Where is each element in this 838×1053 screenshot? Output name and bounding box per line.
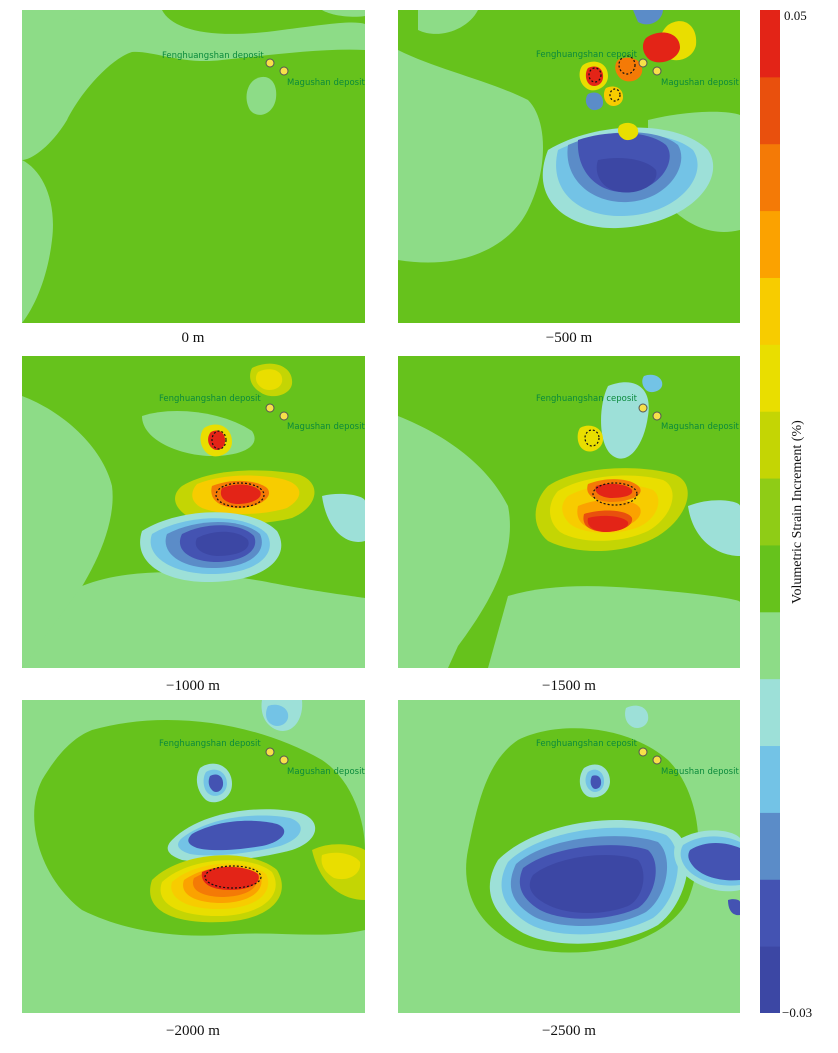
colorbar-segment: [760, 478, 780, 546]
colorbar: [760, 10, 780, 1013]
deposit-label-fenghuangshan: Fenghuangshan ceposit: [536, 394, 638, 404]
colorbar-segment: [760, 143, 780, 212]
panel-caption: −1000 m: [166, 678, 220, 694]
colorbar-segment: [760, 210, 780, 278]
colorbar-title: Volumetric Strain Increment (%): [790, 420, 805, 604]
colorbar-max-label: 0.05: [784, 8, 807, 23]
deposit-label-fenghuangshan: Fenghuangshan deposit: [159, 394, 261, 404]
deposit-label-magushan: Magushan deposit: [287, 78, 365, 88]
strain-map-1500m: Fenghuangshan ceposit Magushan deposit: [398, 356, 740, 668]
deposit-label-fenghuangshan: Fenghuangshan deposit: [159, 739, 261, 749]
panel-caption: 0 m: [181, 330, 205, 346]
colorbar-segment: [760, 745, 780, 813]
colorbar-segment: [760, 10, 780, 78]
strain-map-0m: Fenghuangshan deposit Magushan deposit: [22, 10, 365, 323]
colorbar-segment: [760, 812, 780, 880]
strain-map-500m: Fenghuangshan ceposit Magushan deposit: [398, 10, 740, 323]
panel-caption: −2500 m: [542, 1023, 596, 1039]
colorbar-segment: [760, 678, 780, 747]
strain-map-2000m: Fenghuangshan deposit Magushan deposit: [22, 700, 365, 1013]
deposit-label-fenghuangshan: Fenghuangshan ceposit: [536, 739, 638, 749]
deposit-label-magushan: Magushan deposit: [287, 422, 365, 432]
panel-caption: −2000 m: [166, 1023, 220, 1039]
panel-caption: −1500 m: [542, 678, 596, 694]
colorbar-segment: [760, 411, 780, 479]
colorbar-segment: [760, 544, 780, 613]
colorbar-segment: [760, 946, 780, 1013]
deposit-label-magushan: Magushan deposit: [661, 78, 739, 88]
colorbar-segment: [760, 611, 780, 680]
colorbar-segment: [760, 879, 780, 947]
deposit-label-fenghuangshan: Fenghuangshan deposit: [162, 51, 264, 61]
deposit-label-magushan: Magushan deposit: [661, 422, 739, 432]
panel-caption: −500 m: [545, 330, 593, 346]
strain-map-2500m: Fenghuangshan ceposit Magushan deposit: [398, 700, 740, 1013]
deposit-label-magushan: Magushan deposit: [661, 767, 739, 777]
colorbar-segment: [760, 344, 780, 412]
colorbar-min-label: −0.03: [782, 1005, 813, 1020]
colorbar-segment: [760, 76, 780, 145]
deposit-label-fenghuangshan: Fenghuangshan ceposit: [536, 50, 638, 60]
colorbar-segment: [760, 277, 780, 345]
deposit-label-magushan: Magushan deposit: [287, 767, 365, 777]
strain-map-1000m: Fenghuangshan deposit Magushan deposit: [22, 356, 365, 668]
